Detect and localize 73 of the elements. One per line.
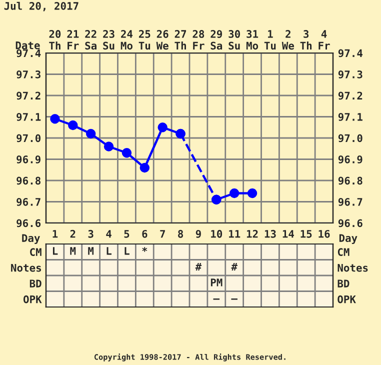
text: –: [231, 298, 238, 300]
x-tick-label: 31 Mo: [246, 30, 258, 50]
y2-tick-label: 97.0: [338, 134, 362, 142]
x-tick-label: 30 Su: [228, 30, 240, 50]
x-axis-title: Day: [22, 234, 40, 244]
y-tick-label: OPK: [23, 295, 42, 304]
y2-tick-label: Notes: [338, 264, 368, 272]
text: *: [142, 247, 148, 252]
x-tick-label: 22 Sa: [85, 30, 96, 50]
x-tick-label: 8: [178, 230, 184, 238]
text: Day: [339, 234, 358, 244]
text: L: [106, 247, 112, 255]
y2-tick-label: BD: [338, 280, 350, 288]
x-tick-label: 16: [318, 230, 330, 238]
x-tick-label: 21 Fr: [67, 30, 79, 50]
x-tick-label: 7: [160, 230, 165, 238]
x-tick-label: 25 Tu: [138, 30, 150, 50]
y-tick-label: 97.4: [16, 49, 41, 58]
y2-tick-label: 96.9: [338, 155, 362, 164]
y2-tick-label: 96.8: [338, 176, 362, 185]
x-tick-label: 2: [70, 230, 76, 238]
x-axis-title: Date: [16, 42, 40, 50]
text: M: [70, 247, 76, 255]
y-tick-label: 97.3: [16, 70, 40, 78]
y2-tick-label: 97.4: [338, 49, 362, 58]
x-tick-label: 2 We: [282, 30, 294, 50]
text: #: [195, 263, 202, 270]
x-tick-label: 15: [300, 230, 312, 238]
y2-tick-label: 97.2: [338, 92, 362, 100]
text: PM: [210, 278, 222, 286]
x-tick-label: 28 Fr: [192, 30, 204, 50]
x-tick-label: 4: [106, 230, 112, 238]
x-tick-label: 11: [229, 230, 240, 238]
text: M: [88, 247, 94, 255]
y2-tick-label: OPK: [338, 295, 356, 304]
x-tick-label: 14: [282, 230, 294, 238]
y-tick-label: 96.7: [16, 198, 40, 206]
y-tick-label: BD: [30, 280, 42, 288]
x-tick-label: 26 We: [156, 30, 168, 50]
x-tick-label: 13: [264, 230, 276, 238]
y-tick-label: Notes: [11, 264, 41, 272]
x-tick-label: 12: [246, 230, 258, 238]
x-tick-label: 23 Su: [103, 30, 114, 50]
x-tick-label: 3 Th: [300, 30, 312, 50]
x-tick-label: 9: [196, 230, 201, 238]
x-tick-label: 5: [124, 230, 130, 238]
x-tick-label: 3: [88, 230, 94, 238]
y-tick-label: CM: [30, 248, 42, 256]
y2-tick-label: 97.1: [338, 113, 362, 121]
x-tick-label: 29 Sa: [210, 30, 222, 50]
y-tick-label: 96.8: [16, 176, 40, 185]
y-tick-label: 97.0: [16, 134, 41, 142]
x-tick-label: 20 Th: [49, 30, 61, 50]
y2-tick-label: 97.3: [338, 70, 362, 78]
x-tick-label: 4 Fr: [318, 30, 330, 50]
text: L: [52, 247, 58, 255]
y-tick-label: 96.6: [16, 219, 41, 228]
x-tick-label: 1: [52, 230, 58, 238]
y-tick-label: 97.1: [16, 113, 41, 121]
x-tick-label: 1 Tu: [264, 30, 276, 50]
x-tick-label: 10: [211, 230, 222, 238]
x-tick-label: 24 Mo: [120, 30, 133, 50]
x-tick-label: 6: [142, 230, 148, 238]
text: #: [231, 263, 238, 270]
text: –: [213, 298, 220, 300]
y2-tick-label: 96.6: [338, 219, 362, 228]
chart-title: Jul 20, 2017: [4, 2, 78, 12]
y2-tick-label: 96.7: [338, 198, 362, 206]
y-tick-label: 97.2: [16, 92, 40, 100]
x-tick-label: 27 Th: [174, 30, 186, 50]
y-tick-label: 96.9: [16, 155, 40, 164]
y2-tick-label: CM: [338, 248, 350, 256]
text: L: [124, 247, 130, 255]
